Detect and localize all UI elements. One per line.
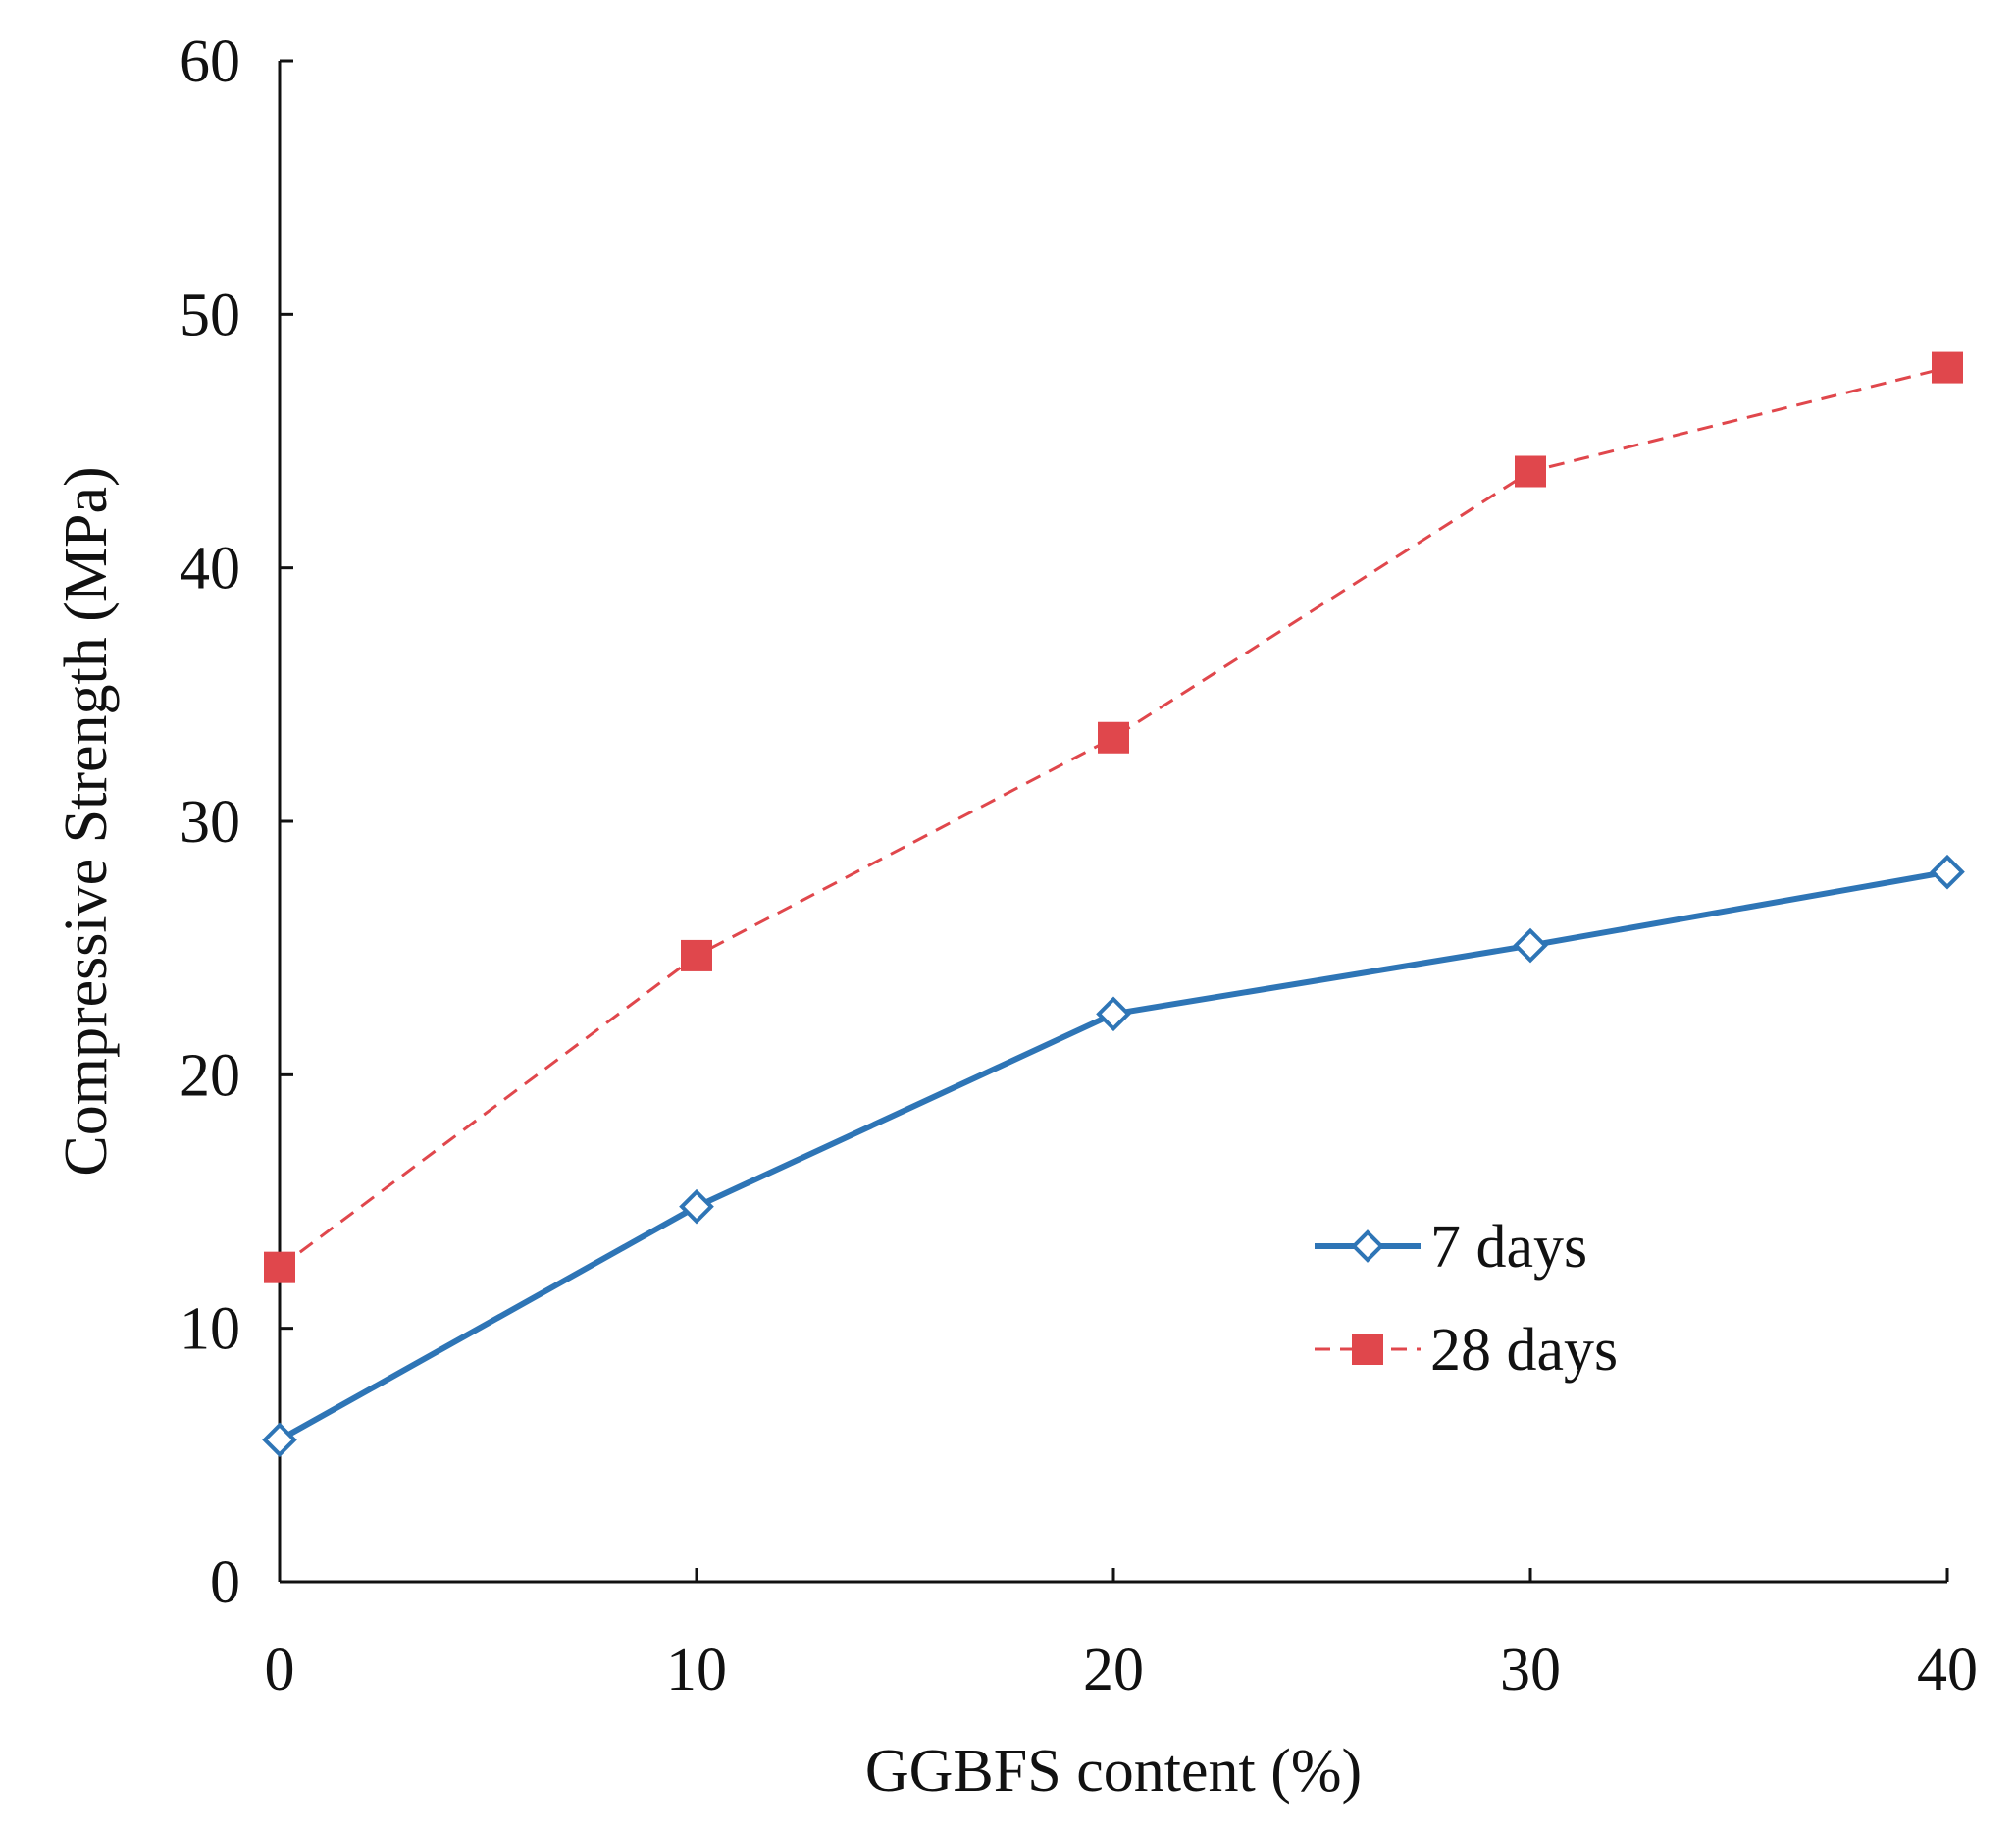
x-ticks: 0 10 20 30 40 (265, 1568, 1978, 1703)
legend-entry-7-days: 7 days (1315, 1214, 1587, 1281)
x-tick-label-20: 20 (1083, 1637, 1144, 1703)
series-layer (262, 351, 1965, 1458)
legend-marker-7-days (1351, 1229, 1384, 1263)
series-7-days (262, 854, 1965, 1458)
data-point-28-days-10 (681, 939, 712, 971)
x-tick-label-10: 10 (666, 1637, 727, 1703)
data-point-28-days-30 (1515, 455, 1546, 488)
y-axis: 0 10 20 30 40 50 60 (180, 28, 293, 1616)
legend-marker-28-days (1352, 1334, 1383, 1365)
data-point-7-days-30 (1513, 927, 1548, 964)
data-point-7-days-0 (262, 1422, 297, 1458)
y-tick-label-30: 30 (180, 789, 240, 856)
y-tick-label-0: 0 (210, 1549, 240, 1616)
x-tick-label-40: 40 (1917, 1637, 1978, 1703)
y-ticks: 0 10 20 30 40 50 60 (180, 28, 293, 1616)
x-tick-label-30: 30 (1500, 1637, 1561, 1703)
legend-label-7-days: 7 days (1430, 1214, 1587, 1281)
legend-entry-28-days: 28 days (1315, 1317, 1618, 1384)
legend-label-28-days: 28 days (1430, 1317, 1618, 1384)
x-axis: 0 10 20 30 40 (265, 1568, 1978, 1703)
x-tick-label-0: 0 (265, 1637, 295, 1703)
x-axis-title: GGBFS content (%) (865, 1738, 1362, 1805)
y-tick-label-60: 60 (180, 28, 240, 95)
y-tick-label-20: 20 (180, 1042, 240, 1109)
data-point-28-days-0 (264, 1251, 295, 1283)
y-tick-label-50: 50 (180, 282, 240, 348)
data-point-7-days-40 (1930, 854, 1965, 890)
y-axis-title: Compressive Strength (MPa) (53, 466, 120, 1176)
data-point-28-days-20 (1098, 721, 1129, 754)
series-28-days (264, 351, 1963, 1283)
data-point-7-days-10 (679, 1188, 714, 1225)
data-point-28-days-40 (1932, 351, 1963, 384)
series-line-7-days (278, 868, 1948, 1442)
data-point-7-days-20 (1096, 996, 1131, 1032)
legend: 7 days 28 days (1315, 1214, 1618, 1384)
y-tick-label-40: 40 (180, 536, 240, 602)
y-tick-label-10: 10 (180, 1296, 240, 1363)
series-line-28-days (279, 366, 1948, 1269)
